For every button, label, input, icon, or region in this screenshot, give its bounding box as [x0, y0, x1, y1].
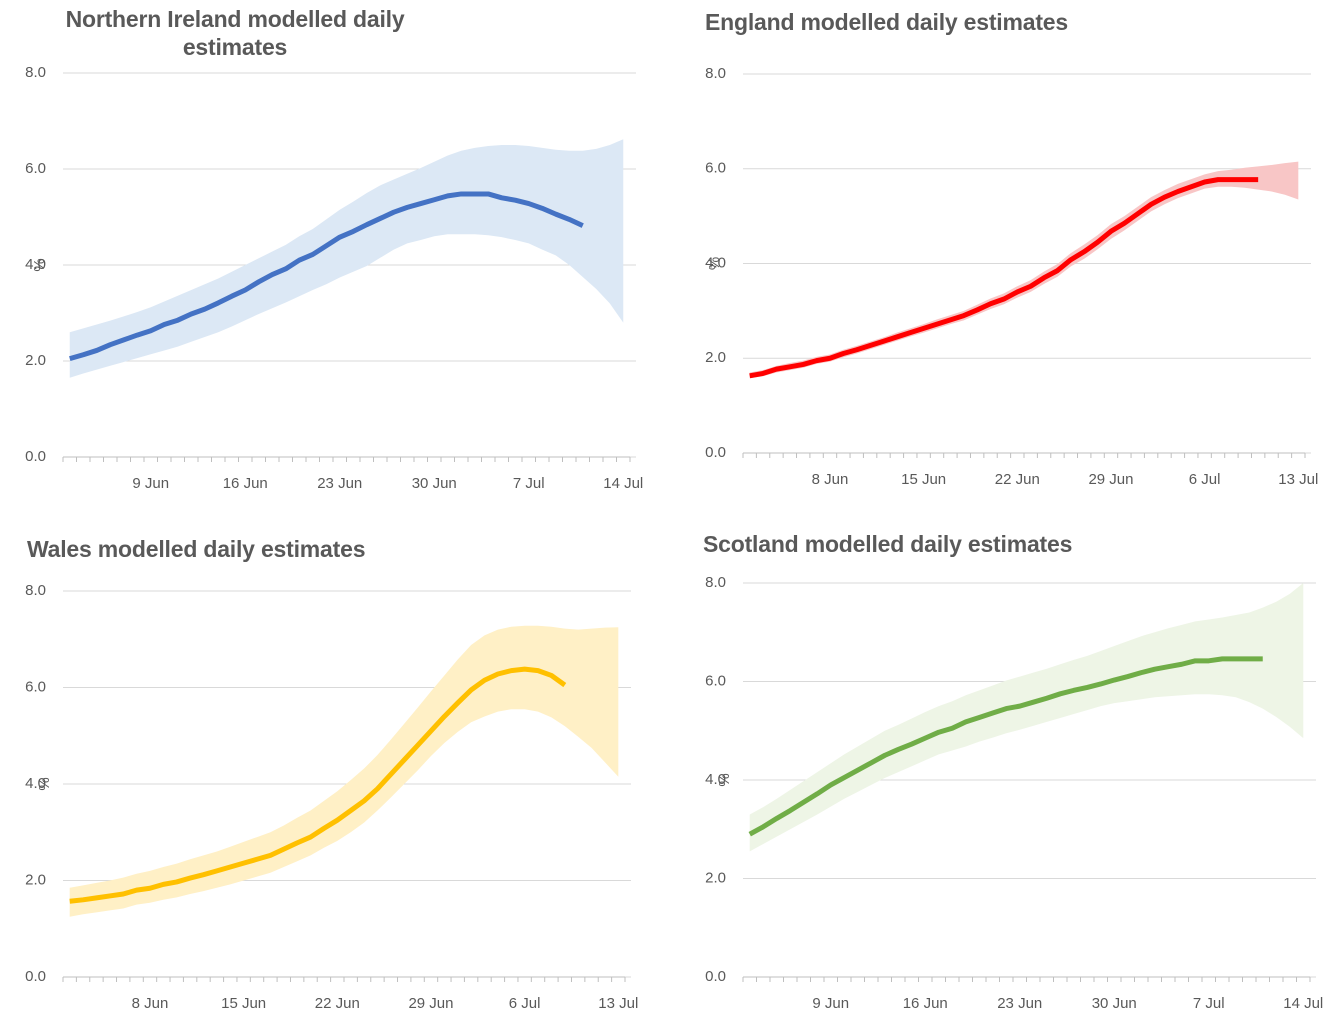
confidence-band [749, 161, 1299, 379]
chart-title: Wales modelled daily estimates [27, 536, 366, 562]
y-tick-label: 6.0 [25, 678, 46, 695]
x-tick-label: 29 Jun [408, 995, 453, 1012]
x-tick-label: 16 Jun [903, 995, 948, 1012]
y-tick-label: 0.0 [705, 968, 726, 985]
y-tick-label: 0.0 [705, 444, 726, 461]
x-tick-label: 7 Jul [513, 475, 545, 492]
y-tick-label: 4.0 [25, 256, 46, 273]
y-tick-label: 2.0 [25, 871, 46, 888]
x-tick-label: 6 Jul [1189, 471, 1221, 488]
x-tick-label: 6 Jul [509, 995, 541, 1012]
x-tick-label: 23 Jun [997, 995, 1042, 1012]
y-tick-label: 8.0 [705, 65, 726, 82]
y-tick-label: 6.0 [25, 160, 46, 177]
x-tick-label: 14 Jul [603, 475, 643, 492]
y-axis-label: % [706, 257, 723, 270]
y-axis-label: % [716, 773, 733, 786]
y-tick-label: 0.0 [25, 448, 46, 465]
y-tick-label: 8.0 [705, 574, 726, 591]
x-tick-label: 13 Jul [1278, 471, 1318, 488]
x-tick-label: 30 Jun [412, 475, 457, 492]
estimate-line [69, 191, 584, 362]
x-tick-label: 23 Jun [317, 475, 362, 492]
x-tick-label: 22 Jun [315, 995, 360, 1012]
estimate-line [69, 666, 567, 904]
y-tick-label: 4.0 [705, 254, 726, 271]
x-tick-label: 16 Jun [223, 475, 268, 492]
y-tick-label: 6.0 [705, 160, 726, 177]
x-tick-label: 8 Jun [812, 471, 849, 488]
x-tick-label: 22 Jun [995, 471, 1040, 488]
chart-title: Scotland modelled daily estimates [703, 531, 1073, 557]
estimate-line [749, 177, 1259, 379]
confidence-band [749, 583, 1304, 852]
y-tick-label: 2.0 [705, 869, 726, 886]
x-tick-label: 29 Jun [1088, 471, 1133, 488]
y-tick-label: 4.0 [25, 775, 46, 792]
x-tick-label: 15 Jun [901, 471, 946, 488]
confidence-band [69, 625, 619, 917]
chart-title: Northern Ireland modelled daily estimate… [65, 6, 405, 60]
x-tick-label: 8 Jun [132, 995, 169, 1012]
x-tick-label: 9 Jun [132, 475, 169, 492]
x-tick-label: 14 Jul [1283, 995, 1323, 1012]
y-tick-label: 2.0 [25, 352, 46, 369]
x-tick-label: 30 Jun [1092, 995, 1137, 1012]
estimate-line [748, 656, 1263, 837]
y-axis-label: % [31, 258, 48, 271]
chart-title: England modelled daily estimates [705, 9, 1068, 35]
y-tick-label: 0.0 [25, 968, 46, 985]
y-tick-label: 8.0 [25, 582, 46, 599]
x-tick-label: 7 Jul [1193, 995, 1225, 1012]
x-tick-label: 15 Jun [221, 995, 266, 1012]
y-tick-label: 6.0 [705, 672, 726, 689]
x-tick-label: 9 Jun [812, 995, 849, 1012]
confidence-band [69, 139, 624, 378]
y-axis-label: % [36, 777, 53, 790]
x-tick-label: 13 Jul [598, 995, 638, 1012]
y-tick-label: 2.0 [705, 349, 726, 366]
y-tick-label: 8.0 [25, 64, 46, 81]
y-tick-label: 4.0 [705, 771, 726, 788]
